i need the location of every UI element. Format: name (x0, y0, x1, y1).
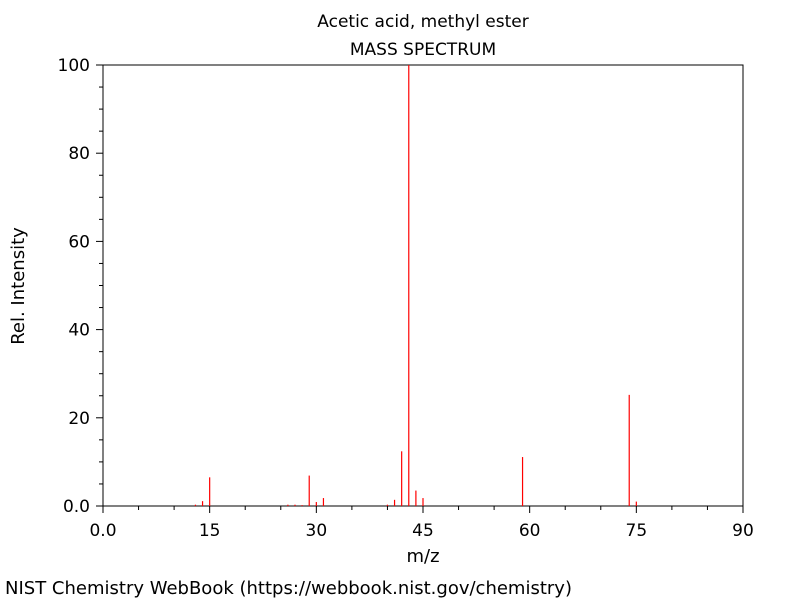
x-tick-label: 90 (732, 521, 754, 541)
x-tick-label: 45 (412, 521, 434, 541)
axes: 0.0 15 30 45 60 75 90 0.0 20 40 60 80 100 (58, 56, 754, 541)
x-tick-label: 30 (306, 521, 328, 541)
chart-subtitle: MASS SPECTRUM (350, 40, 496, 60)
x-tick-label: 0.0 (89, 521, 116, 541)
x-tick-label: 15 (199, 521, 221, 541)
plot-frame (102, 64, 744, 507)
x-tick-label: 75 (626, 521, 648, 541)
y-tick-label: 80 (68, 144, 90, 164)
spectrum-peaks (194, 65, 637, 506)
y-axis-label: Rel. Intensity (8, 227, 29, 345)
y-tick-label: 100 (58, 56, 90, 76)
y-tick-label: 20 (68, 409, 90, 429)
y-tick-label: 60 (68, 232, 90, 252)
x-axis-label: m/z (406, 546, 439, 567)
y-tick-label: 0.0 (63, 497, 90, 517)
chart-title: Acetic acid, methyl ester (317, 12, 528, 32)
source-credit: NIST Chemistry WebBook (https://webbook.… (5, 578, 572, 599)
y-tick-label: 40 (68, 321, 90, 341)
x-tick-label: 60 (519, 521, 541, 541)
